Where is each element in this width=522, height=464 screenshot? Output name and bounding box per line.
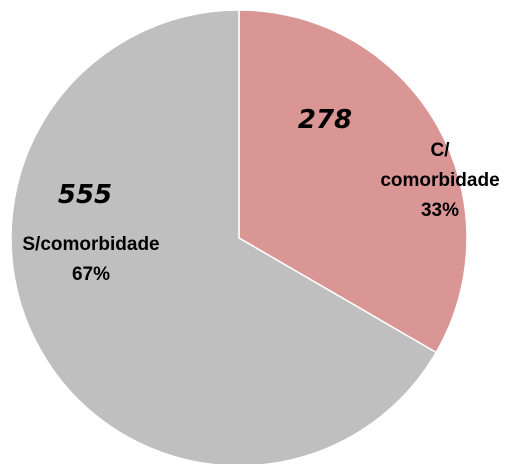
- pie-slice: [10, 9, 438, 464]
- count-label: 278: [297, 105, 353, 135]
- count-label: 555: [57, 180, 113, 210]
- category-label: C/ comorbidade: [380, 140, 500, 191]
- percentage-label: 33%: [420, 200, 460, 221]
- pie-slice: [238, 9, 468, 354]
- percentage-label: 67%: [71, 264, 111, 285]
- category-label: S/comorbidade: [22, 234, 160, 255]
